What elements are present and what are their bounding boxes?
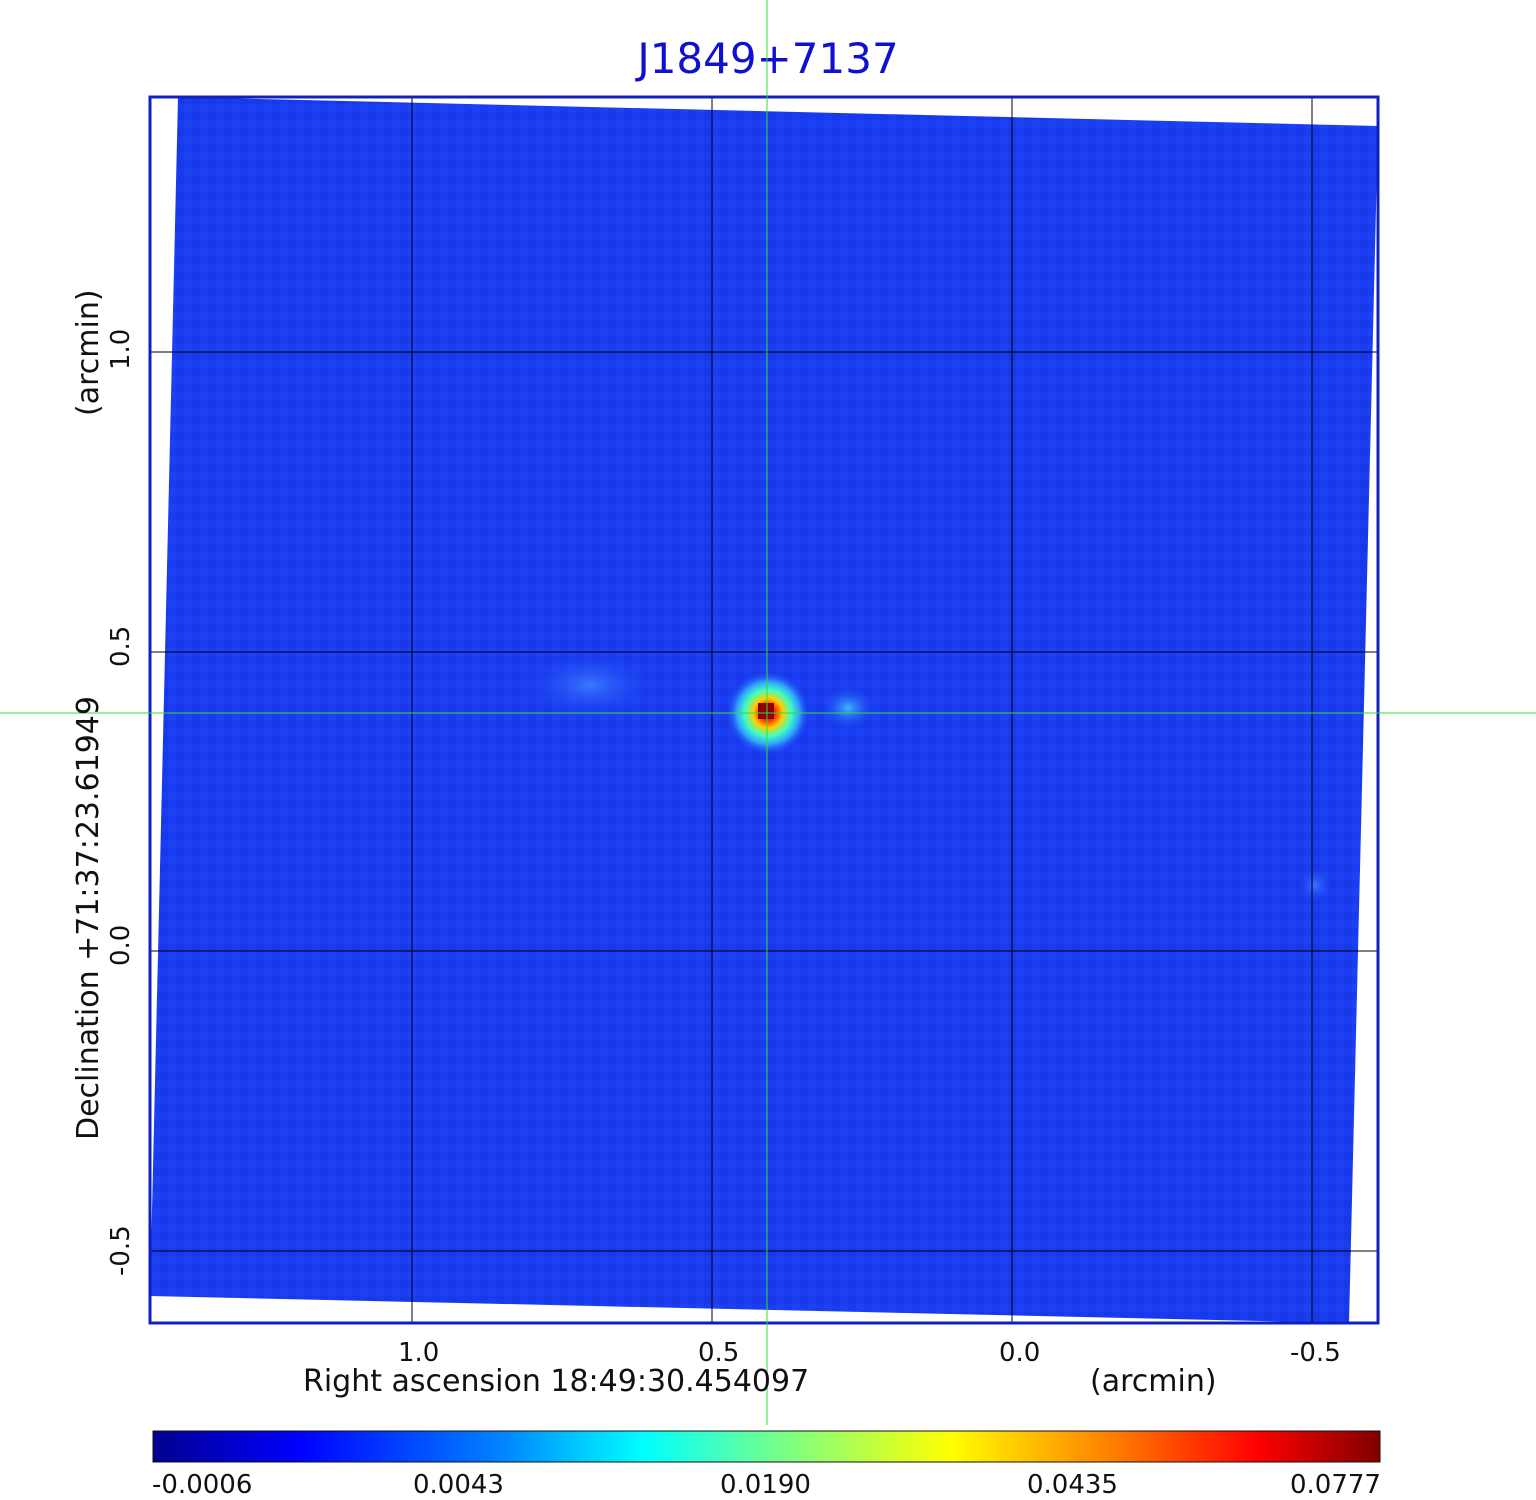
x-axis-unit: (arcmin) — [1090, 1364, 1217, 1399]
y-tick-label: -0.5 — [106, 1225, 136, 1276]
y-axis-label: Declination +71:37:23.61949 — [71, 696, 106, 1140]
colorbar-tick-label: 0.0043 — [413, 1470, 504, 1500]
coordinate-grid — [150, 97, 1378, 1323]
faint-emission-2 — [1297, 867, 1333, 903]
crosshair — [0, 0, 1536, 1425]
y-tick-label: 0.5 — [106, 625, 136, 667]
colorbar-tick-label: -0.0006 — [152, 1470, 253, 1500]
x-tick-label: -0.5 — [1290, 1338, 1341, 1368]
x-tick-label: 0.0 — [999, 1338, 1041, 1368]
faint-emission — [520, 650, 660, 720]
x-tick-label: 1.0 — [398, 1338, 440, 1368]
colorbar-tick-label: 0.0435 — [1027, 1470, 1118, 1500]
plot-title: J1849+7137 — [637, 34, 899, 83]
y-tick-label: 1.0 — [106, 328, 136, 370]
y-tick-label: 0.0 — [106, 924, 136, 966]
colorbar — [152, 1430, 1381, 1463]
source-peak — [758, 703, 774, 719]
y-axis-unit: (arcmin) — [71, 289, 106, 416]
plot-frame — [148, 95, 1380, 1325]
colorbar-tick-label: 0.0777 — [1290, 1470, 1381, 1500]
side-component — [820, 686, 876, 730]
x-tick-label: 0.5 — [698, 1338, 740, 1368]
x-axis-label: Right ascension 18:49:30.454097 — [303, 1364, 810, 1399]
colorbar-tick-label: 0.0190 — [720, 1470, 811, 1500]
